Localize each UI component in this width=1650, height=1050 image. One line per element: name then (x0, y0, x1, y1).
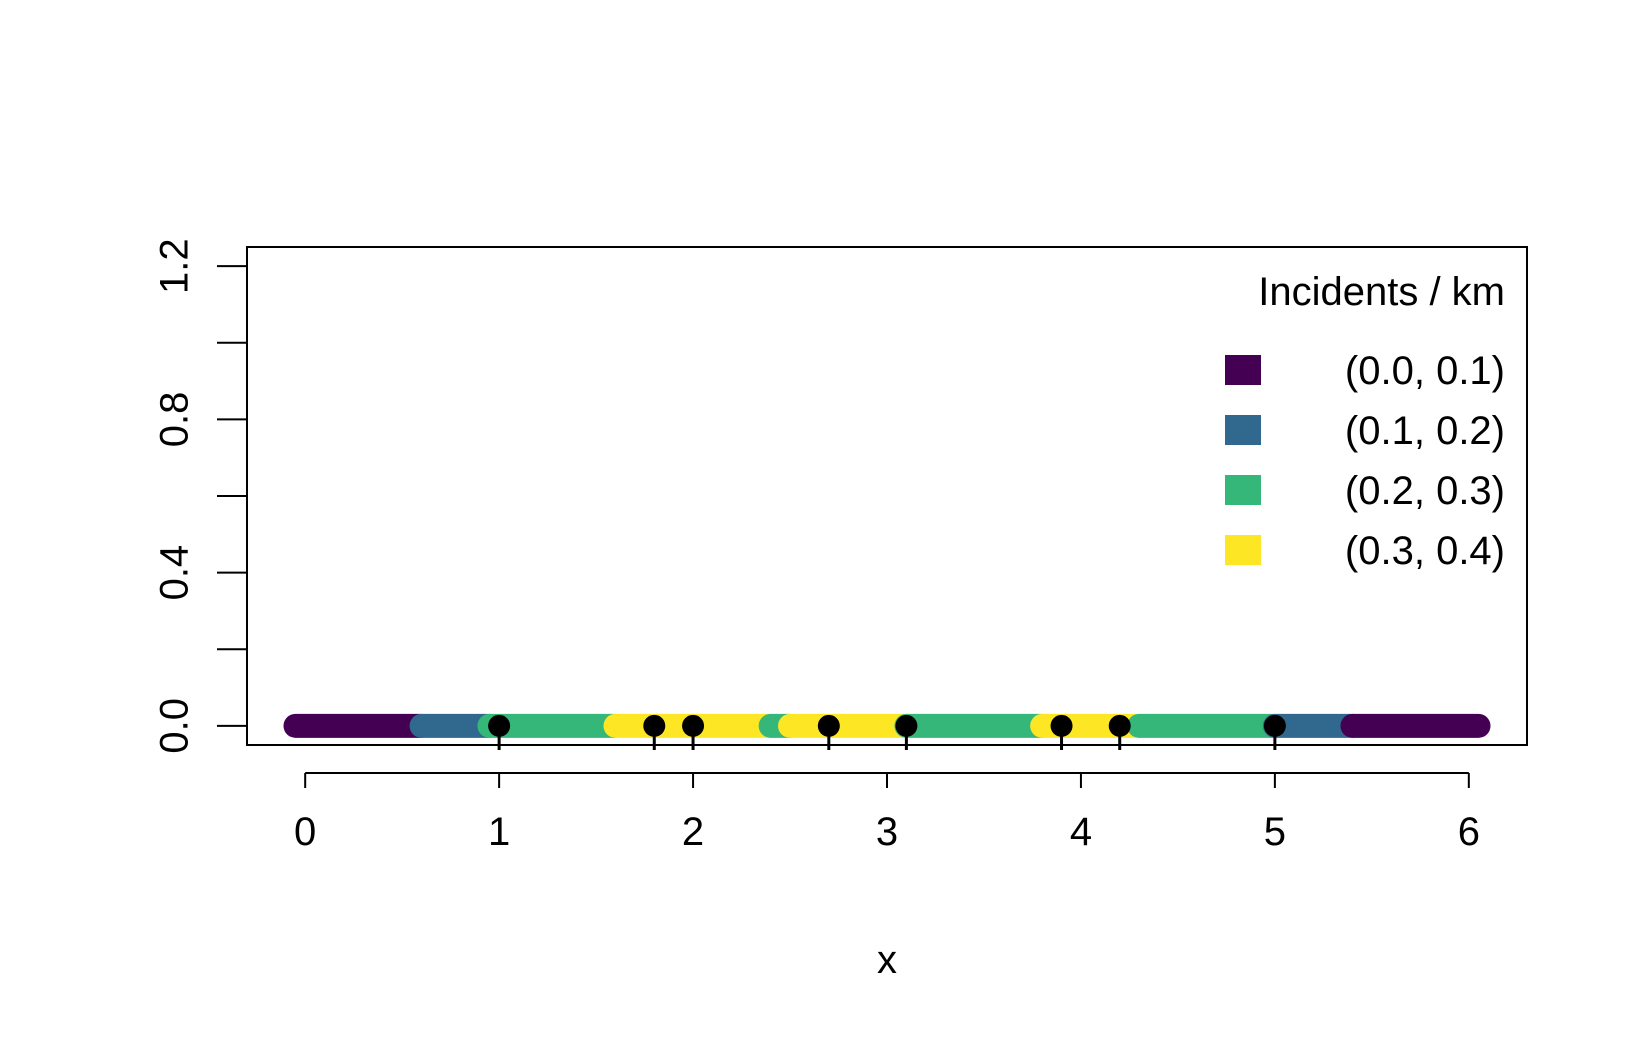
legend-entries: (0.0, 0.1) (0.1, 0.2) (0.2, 0.3) (0.3, 0.4) (1225, 349, 1505, 573)
legend-label: (0.3, 0.4) (1345, 529, 1505, 573)
x-tick-label: 1 (488, 810, 510, 854)
data-point (1050, 714, 1073, 737)
x-axis: 0 1 2 3 4 5 6 (294, 772, 1480, 854)
legend-swatch (1225, 475, 1261, 505)
data-point (817, 714, 840, 737)
legend: Incidents / km (0.0, 0.1) (0.1, 0.2) (0.2,… (1225, 270, 1505, 573)
legend-title: Incidents / km (1258, 270, 1505, 314)
y-tick-label: 1.2 (153, 238, 197, 294)
legend-swatch (1225, 535, 1261, 565)
x-tick-label: 0 (294, 810, 316, 854)
legend-label: (0.1, 0.2) (1345, 409, 1505, 453)
legend-swatch (1225, 415, 1261, 445)
y-tick-label: 0.0 (153, 698, 197, 754)
y-tick-label: 0.8 (153, 392, 197, 448)
legend-label: (0.0, 0.1) (1345, 349, 1505, 393)
x-tick-label: 5 (1264, 810, 1286, 854)
points-layer (488, 714, 1286, 737)
data-point (1108, 714, 1131, 737)
x-tick-label: 6 (1458, 810, 1480, 854)
plot-frame (246, 246, 1528, 746)
data-point (895, 714, 918, 737)
y-axis: 0.0 0.4 0.8 1.2 (153, 238, 248, 754)
x-axis-label: x (877, 938, 897, 982)
data-point (1263, 714, 1286, 737)
data-point (643, 714, 666, 737)
x-tick-label: 2 (682, 810, 704, 854)
legend-swatch (1225, 355, 1261, 385)
x-tick-label: 4 (1070, 810, 1092, 854)
y-tick-label: 0.4 (153, 545, 197, 601)
data-point (682, 714, 705, 737)
legend-label: (0.2, 0.3) (1345, 469, 1505, 513)
x-tick-label: 3 (876, 810, 898, 854)
data-point (488, 714, 511, 737)
